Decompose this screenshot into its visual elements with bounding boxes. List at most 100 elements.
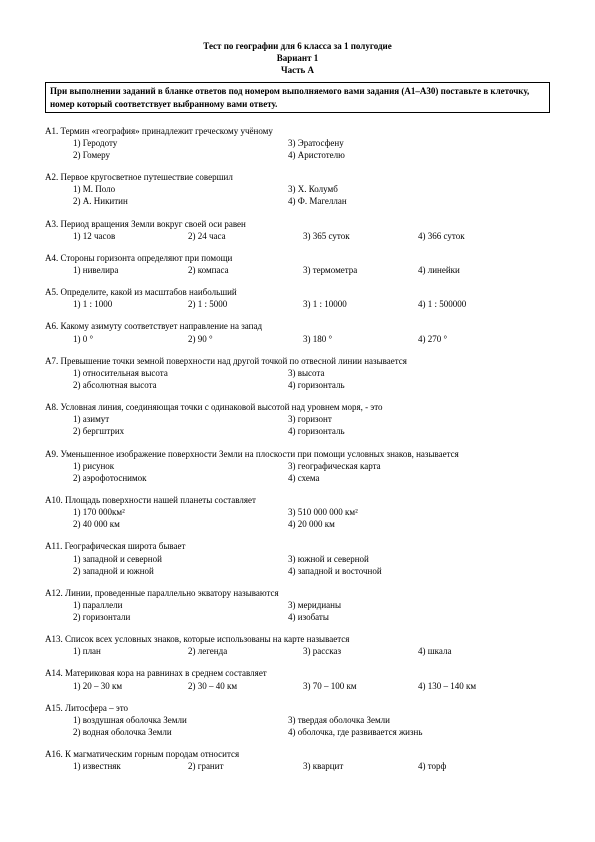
doc-title-1: Тест по географии для 6 класса за 1 полу…: [45, 40, 550, 52]
answer-option[interactable]: 2) водная оболочка Земли: [73, 726, 288, 738]
question-text: Условная линия, соединяющая точки с один…: [61, 402, 383, 412]
answer-option[interactable]: 3) рассказ: [303, 645, 418, 657]
answer-option[interactable]: 2) 24 часа: [188, 230, 303, 242]
answer-option[interactable]: 2) абсолютная высота: [73, 379, 288, 391]
answer-option[interactable]: 4) западной и восточной: [288, 565, 503, 577]
question-number: А12.: [45, 588, 63, 598]
answer-option[interactable]: 3) меридианы: [288, 599, 503, 611]
answer-option[interactable]: 1) азимут: [73, 413, 288, 425]
question: А14. Материковая кора на равнинах в сред…: [45, 667, 550, 691]
question-text: Превышение точки земной поверхности над …: [61, 356, 407, 366]
question-number: А15.: [45, 703, 63, 713]
answer-option[interactable]: 1) воздушная оболочка Земли: [73, 714, 288, 726]
answer-option[interactable]: 4) горизонталь: [288, 379, 503, 391]
answer-option[interactable]: 3) кварцит: [303, 760, 418, 772]
answer-option[interactable]: 3) 180 °: [303, 333, 418, 345]
answer-option[interactable]: 3) 365 суток: [303, 230, 418, 242]
answer-option[interactable]: 1) рисунок: [73, 460, 288, 472]
answer-options: 1) 1 : 10002) 1 : 50003) 1 : 100004) 1 :…: [45, 298, 550, 310]
question-number: А13.: [45, 634, 63, 644]
answer-option[interactable]: 2) 1 : 5000: [188, 298, 303, 310]
answer-option[interactable]: 2) А. Никитин: [73, 195, 288, 207]
question: А13. Список всех условных знаков, которы…: [45, 633, 550, 657]
answer-option[interactable]: 1) 12 часов: [73, 230, 188, 242]
answer-option[interactable]: 4) 1 : 500000: [418, 298, 528, 310]
answer-option[interactable]: 2) 30 – 40 км: [188, 680, 303, 692]
answer-option[interactable]: 2) аэрофотоснимок: [73, 472, 288, 484]
answer-option[interactable]: 3) горизонт: [288, 413, 503, 425]
answer-option[interactable]: 1) 1 : 1000: [73, 298, 188, 310]
answer-option[interactable]: 1) нивелира: [73, 264, 188, 276]
question-number: А9.: [45, 449, 58, 459]
question-number: А16.: [45, 749, 63, 759]
answer-option[interactable]: 1) план: [73, 645, 188, 657]
question-text: Материковая кора на равнинах в среднем с…: [65, 668, 267, 678]
question-number: А10.: [45, 495, 63, 505]
question: А5. Определите, какой из масштабов наибо…: [45, 286, 550, 310]
answer-option[interactable]: 1) западной и северной: [73, 553, 288, 565]
question-number: А2.: [45, 172, 58, 182]
answer-option[interactable]: 3) Эратосфену: [288, 137, 503, 149]
answer-option[interactable]: 4) шкала: [418, 645, 528, 657]
answer-option[interactable]: 3) термометра: [303, 264, 418, 276]
answer-option[interactable]: 3) 70 – 100 км: [303, 680, 418, 692]
question-number: А4.: [45, 253, 58, 263]
answer-option[interactable]: 1) М. Поло: [73, 183, 288, 195]
answer-option[interactable]: 4) 366 суток: [418, 230, 528, 242]
question: А12. Линии, проведенные параллельно эква…: [45, 587, 550, 623]
answer-option[interactable]: 2) западной и южной: [73, 565, 288, 577]
answer-option[interactable]: 3) географическая карта: [288, 460, 503, 472]
answer-option[interactable]: 2) Гомеру: [73, 149, 288, 161]
answer-option[interactable]: 3) 1 : 10000: [303, 298, 418, 310]
answer-option[interactable]: 2) горизонтали: [73, 611, 288, 623]
question-stem: А11. Географическая широта бывает: [45, 540, 550, 552]
question: А1. Термин «география» принадлежит грече…: [45, 125, 550, 161]
doc-title-3: Часть А: [45, 64, 550, 76]
question-stem: А12. Линии, проведенные параллельно эква…: [45, 587, 550, 599]
answer-option[interactable]: 3) южной и северной: [288, 553, 503, 565]
answer-option[interactable]: 4) Аристотелю: [288, 149, 503, 161]
answer-option[interactable]: 3) твердая оболочка Земли: [288, 714, 503, 726]
answer-option[interactable]: 1) 170 000км²: [73, 506, 288, 518]
question-stem: А4. Стороны горизонта определяют при пом…: [45, 252, 550, 264]
answer-options: 1) рисунок3) географическая карта2) аэро…: [45, 460, 550, 484]
answer-option[interactable]: 4) оболочка, где развивается жизнь: [288, 726, 503, 738]
answer-option[interactable]: 1) относительная высота: [73, 367, 288, 379]
answer-option[interactable]: 4) 130 – 140 км: [418, 680, 528, 692]
answer-option[interactable]: 2) гранит: [188, 760, 303, 772]
answer-option[interactable]: 4) Ф. Магеллан: [288, 195, 503, 207]
question-stem: А8. Условная линия, соединяющая точки с …: [45, 401, 550, 413]
question-number: А11.: [45, 541, 62, 551]
answer-option[interactable]: 4) линейки: [418, 264, 528, 276]
answer-option[interactable]: 4) 20 000 км: [288, 518, 503, 530]
answer-option[interactable]: 4) горизонталь: [288, 425, 503, 437]
answer-options: 1) воздушная оболочка Земли3) твердая об…: [45, 714, 550, 738]
answer-option[interactable]: 4) схема: [288, 472, 503, 484]
answer-option[interactable]: 2) 40 000 км: [73, 518, 288, 530]
answer-option[interactable]: 2) бергштрих: [73, 425, 288, 437]
answer-option[interactable]: 3) 510 000 000 км²: [288, 506, 503, 518]
answer-option[interactable]: 3) Х. Колумб: [288, 183, 503, 195]
answer-option[interactable]: 1) параллели: [73, 599, 288, 611]
question-text: Стороны горизонта определяют при помощи: [61, 253, 233, 263]
answer-option[interactable]: 2) легенда: [188, 645, 303, 657]
answer-option[interactable]: 4) изобаты: [288, 611, 503, 623]
questions-list: А1. Термин «география» принадлежит грече…: [45, 125, 550, 773]
answer-option[interactable]: 1) 0 °: [73, 333, 188, 345]
answer-option[interactable]: 2) 90 °: [188, 333, 303, 345]
answer-option[interactable]: 2) компаса: [188, 264, 303, 276]
question: А4. Стороны горизонта определяют при пом…: [45, 252, 550, 276]
answer-option[interactable]: 4) торф: [418, 760, 528, 772]
question-number: А3.: [45, 219, 58, 229]
answer-options: 1) 0 °2) 90 °3) 180 °4) 270 °: [45, 333, 550, 345]
answer-option[interactable]: 4) 270 °: [418, 333, 528, 345]
answer-option[interactable]: 1) Геродоту: [73, 137, 288, 149]
answer-option[interactable]: 3) высота: [288, 367, 503, 379]
question-text: Термин «география» принадлежит греческом…: [61, 126, 273, 136]
instruction-box: При выполнении заданий в бланке ответов …: [45, 82, 550, 112]
answer-option[interactable]: 1) известняк: [73, 760, 188, 772]
answer-options: 1) 170 000км²3) 510 000 000 км²2) 40 000…: [45, 506, 550, 530]
question-text: Литосфера – это: [65, 703, 128, 713]
question-stem: А1. Термин «география» принадлежит грече…: [45, 125, 550, 137]
answer-option[interactable]: 1) 20 – 30 км: [73, 680, 188, 692]
